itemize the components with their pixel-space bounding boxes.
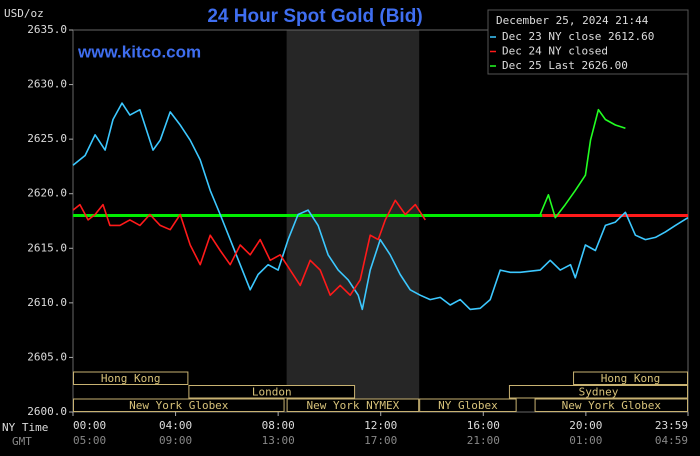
y-unit: USD/oz: [4, 7, 44, 20]
session-box: [286, 398, 420, 412]
x2-tick-label: 17:00: [364, 434, 397, 447]
session-label: London: [252, 385, 292, 398]
x2-tick-label: 01:00: [569, 434, 602, 447]
session-label: NY Globex: [438, 399, 498, 412]
y-tick-label: 2625.0: [27, 132, 67, 145]
x2-tick-label: 21:00: [467, 434, 500, 447]
x-axis-label: NY Time: [2, 421, 48, 434]
timestamp: December 25, 2024 21:44: [496, 14, 649, 27]
x2-tick-label: 04:59: [655, 434, 688, 447]
x-tick-label: 16:00: [467, 419, 500, 432]
session-box: [534, 398, 689, 412]
legend-box: [487, 9, 689, 75]
y-tick-label: 2610.0: [27, 296, 67, 309]
website: www.kitco.com: [77, 42, 201, 61]
session-box: [73, 398, 285, 412]
highlight-band: [286, 30, 420, 412]
session-box: [188, 385, 356, 399]
y-tick-label: 2630.0: [27, 78, 67, 91]
x2-tick-label: 05:00: [73, 434, 106, 447]
x-tick-label: 12:00: [364, 419, 397, 432]
x2-tick-label: 13:00: [262, 434, 295, 447]
legend-label: Dec 25 Last 2626.00: [502, 59, 628, 72]
x-tick-label: 23:59: [655, 419, 688, 432]
session-label: Sydney: [579, 385, 619, 398]
legend-label: Dec 23 NY close 2612.60: [502, 30, 654, 43]
x2-axis-label: GMT: [12, 435, 32, 448]
y-tick-label: 2635.0: [27, 23, 67, 36]
session-label: New York Globex: [129, 399, 229, 412]
y-tick-label: 2620.0: [27, 187, 67, 200]
y-tick-label: 2605.0: [27, 350, 67, 363]
series-line: [72, 199, 426, 296]
x2-tick-label: 09:00: [159, 434, 192, 447]
x-tick-label: 08:00: [262, 419, 295, 432]
session-box: [73, 371, 189, 385]
x-tick-label: 20:00: [569, 419, 602, 432]
session-label: New York Globex: [562, 399, 662, 412]
session-box: [419, 398, 517, 412]
session-label: Hong Kong: [101, 372, 161, 385]
y-tick-label: 2600.0: [27, 405, 67, 418]
series-line: [539, 108, 626, 219]
session-label: Hong Kong: [601, 372, 661, 385]
x-tick-label: 00:00: [73, 419, 106, 432]
y-tick-label: 2615.0: [27, 241, 67, 254]
legend-label: Dec 24 NY closed: [502, 45, 608, 58]
session-box: [573, 371, 688, 385]
chart-title: 24 Hour Spot Gold (Bid): [207, 6, 422, 27]
session-label: New York NYMEX: [307, 399, 400, 412]
plot-area: [72, 29, 689, 413]
series-line: [72, 102, 689, 311]
session-box: [508, 385, 688, 399]
x-tick-label: 04:00: [159, 419, 192, 432]
